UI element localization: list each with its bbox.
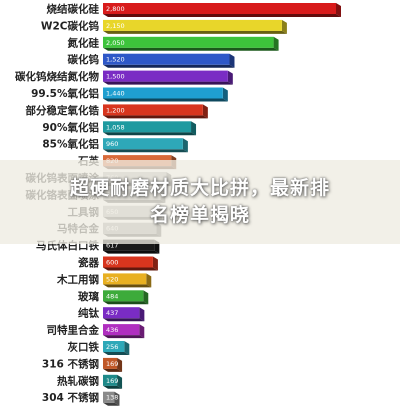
category-label-18: 纯钛 xyxy=(78,307,99,320)
bar-bottom-6 xyxy=(103,115,208,119)
value-label-4: 1,500 xyxy=(106,73,125,81)
bar-15 xyxy=(103,256,153,268)
category-label-0: 烧结碳化硅 xyxy=(47,3,100,16)
bar-bottom-4 xyxy=(103,81,233,85)
category-label-3: 碳化钨 xyxy=(68,53,100,66)
category-label-8: 85%氧化铝 xyxy=(42,138,99,151)
bar-bottom-15 xyxy=(103,267,158,271)
bar-bottom-21 xyxy=(103,368,123,372)
value-label-14: 617 xyxy=(106,242,118,250)
bar-23 xyxy=(103,391,115,403)
value-label-19: 436 xyxy=(106,326,118,334)
bar-side-2 xyxy=(273,36,279,51)
bar-17 xyxy=(103,290,144,302)
title-banner: 超硬耐磨材质大比拼，最新排 名榜单揭晓 xyxy=(0,160,400,244)
value-label-7: 1,058 xyxy=(106,123,125,131)
value-label-3: 1,520 xyxy=(106,56,125,64)
bar-bottom-23 xyxy=(103,402,120,406)
value-label-2: 2,050 xyxy=(106,39,125,47)
bar-side-21 xyxy=(117,357,123,372)
bar-bottom-2 xyxy=(103,47,279,51)
bar-side-18 xyxy=(139,307,145,322)
value-label-0: 2,800 xyxy=(106,5,125,13)
bar-side-20 xyxy=(124,341,130,355)
bar-3 xyxy=(103,53,230,65)
bar-side-4 xyxy=(227,70,233,85)
category-label-22: 热轧碳钢 xyxy=(57,374,99,387)
bar-bottom-17 xyxy=(103,301,149,305)
bar-bottom-5 xyxy=(103,98,228,102)
category-label-21: 316 不锈钢 xyxy=(42,357,99,370)
value-label-17: 484 xyxy=(106,292,118,300)
bar-7 xyxy=(103,121,192,133)
category-label-20: 灰口铁 xyxy=(68,341,100,354)
value-label-5: 1,440 xyxy=(106,90,125,98)
bar-bottom-18 xyxy=(103,318,145,322)
bar-side-0 xyxy=(336,3,341,17)
bar-side-23 xyxy=(114,391,120,406)
bar-1 xyxy=(103,19,282,31)
bar-8 xyxy=(103,138,183,150)
bar-20 xyxy=(103,341,125,352)
bar-bottom-0 xyxy=(103,14,341,17)
bar-19 xyxy=(103,324,140,336)
bar-side-19 xyxy=(139,324,145,339)
bar-side-7 xyxy=(191,121,197,136)
bar-bottom-20 xyxy=(103,352,130,355)
category-label-23: 304 不锈钢 xyxy=(42,391,99,404)
category-label-15: 瓷器 xyxy=(78,256,99,269)
category-label-6: 部分稳定氧化锆 xyxy=(26,104,100,117)
value-label-8: 960 xyxy=(106,140,118,148)
value-label-18: 437 xyxy=(106,309,118,317)
value-label-23: 138 xyxy=(106,394,118,402)
bar-bottom-16 xyxy=(103,284,152,288)
category-label-5: 99.5%氧化铝 xyxy=(31,87,99,100)
bar-0 xyxy=(103,3,336,14)
category-label-4: 碳化钨烧结氮化物 xyxy=(15,70,99,83)
bar-bottom-14 xyxy=(103,250,160,254)
bar-side-1 xyxy=(281,19,287,34)
bar-side-16 xyxy=(146,273,152,288)
category-label-17: 玻璃 xyxy=(78,290,99,303)
category-label-7: 90%氧化铝 xyxy=(42,121,99,134)
bar-18 xyxy=(103,307,140,319)
bar-16 xyxy=(103,273,147,285)
banner-title-line-1: 超硬耐磨材质大比拼，最新排 xyxy=(69,177,330,199)
category-label-1: W2C碳化钨 xyxy=(41,19,100,32)
bar-bottom-19 xyxy=(103,335,145,339)
value-label-21: 169 xyxy=(106,360,118,368)
category-label-19: 司特里合金 xyxy=(47,324,100,337)
value-label-20: 256 xyxy=(106,343,118,351)
bar-side-15 xyxy=(152,256,158,271)
bar-side-22 xyxy=(117,374,123,389)
value-label-1: 2,150 xyxy=(106,22,125,30)
category-label-16: 木工用钢 xyxy=(56,273,99,286)
bar-22 xyxy=(103,374,118,386)
bar-bottom-3 xyxy=(103,64,235,68)
value-label-22: 169 xyxy=(106,377,118,385)
bar-side-5 xyxy=(222,87,228,102)
bar-side-17 xyxy=(143,290,149,305)
bar-2 xyxy=(103,36,274,48)
bar-bottom-1 xyxy=(103,30,287,34)
bar-21 xyxy=(103,357,118,369)
value-label-6: 1,200 xyxy=(106,106,125,114)
bar-side-3 xyxy=(229,53,235,68)
bar-bottom-7 xyxy=(103,132,197,136)
bar-14 xyxy=(103,239,155,251)
bar-side-6 xyxy=(202,104,208,119)
bar-bottom-8 xyxy=(103,149,188,153)
bar-side-8 xyxy=(182,138,188,153)
category-label-2: 氮化硅 xyxy=(68,36,100,49)
value-label-16: 520 xyxy=(106,275,118,283)
bar-6 xyxy=(103,104,203,116)
bar-5 xyxy=(103,87,223,99)
banner-title-line-2: 名榜单揭晓 xyxy=(149,204,250,226)
bar-4 xyxy=(103,70,228,82)
bar-bottom-22 xyxy=(103,385,123,389)
value-label-15: 600 xyxy=(106,259,118,267)
